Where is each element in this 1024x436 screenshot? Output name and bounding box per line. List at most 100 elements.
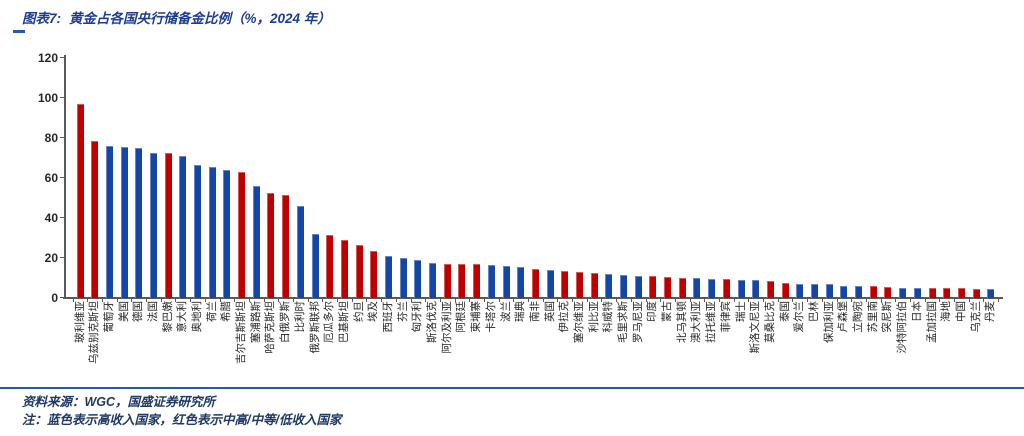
chart-bar [384, 255, 392, 298]
y-tick-label: 100 [37, 90, 58, 105]
x-axis-tick [895, 298, 897, 302]
x-axis-tick [763, 298, 765, 302]
x-axis-tick [234, 298, 236, 302]
y-axis-line [64, 55, 66, 298]
x-category-label: 乌克兰 [969, 301, 982, 333]
y-axis-tick [60, 177, 65, 179]
x-axis-tick [601, 298, 603, 302]
x-category-label: 爱尔兰 [793, 301, 806, 333]
figure-title-row: 图表7: 黄金占各国央行储备金比例（%，2024 年） [22, 7, 331, 27]
x-axis-tick [72, 298, 74, 302]
x-axis-tick [116, 298, 118, 302]
x-category-label: 菲律宾 [719, 301, 732, 333]
y-axis-tick [60, 137, 65, 139]
x-category-label: 阿尔及利亚 [440, 301, 453, 354]
x-category-label: 沙特阿拉伯 [896, 301, 909, 354]
x-category-label: 泰国 [778, 301, 791, 322]
footer-divider [0, 387, 1024, 389]
chart-bar [120, 146, 128, 298]
x-category-label: 苏里南 [866, 301, 879, 333]
x-axis-tick [733, 298, 735, 302]
x-category-label: 俄罗斯联邦 [308, 301, 321, 354]
x-axis-tick [293, 298, 294, 302]
x-category-label: 巴林 [808, 301, 820, 322]
x-category-label: 丹麦 [984, 301, 997, 322]
x-category-label: 孟加拉国 [925, 301, 938, 343]
x-axis-tick [381, 298, 383, 302]
x-axis-tick [821, 298, 823, 302]
x-axis-tick [807, 298, 809, 302]
chart-bar [458, 263, 466, 298]
x-category-label: 法国 [146, 301, 159, 322]
chart-bar [267, 192, 275, 298]
chart-bar [252, 185, 260, 298]
y-tick-label: 40 [44, 210, 58, 225]
y-tick-label: 20 [44, 250, 58, 265]
chart-bar [855, 285, 863, 298]
x-category-label: 伊拉克 [558, 301, 571, 333]
x-axis-tick [616, 298, 618, 302]
x-axis-tick [572, 298, 574, 302]
x-category-label: 塞浦路斯 [249, 301, 262, 343]
x-axis-tick [322, 298, 324, 302]
y-axis-tick [60, 57, 65, 59]
x-axis-tick [204, 298, 206, 302]
x-category-label: 日本 [910, 301, 923, 322]
x-category-label: 哈萨克斯坦 [264, 301, 277, 354]
x-axis-tick [175, 298, 177, 302]
x-axis-tick [851, 298, 853, 302]
x-axis-tick [366, 298, 368, 302]
x-category-label: 玻利维亚 [73, 301, 86, 343]
x-category-label: 科威特 [602, 301, 615, 333]
x-axis-tick [410, 298, 412, 302]
x-category-label: 毛里求斯 [617, 301, 630, 343]
x-category-label: 西班牙 [381, 301, 394, 333]
x-axis-tick [865, 298, 867, 302]
chart-bar [649, 275, 657, 298]
chart-bar [135, 147, 143, 298]
y-tick-label: 120 [37, 50, 58, 65]
x-category-label: 突尼斯 [881, 301, 894, 333]
legend-note-text: 注：蓝色表示高收入国家，红色表示中高/中等/低收入国家 [22, 413, 342, 427]
chart-bar [502, 265, 510, 298]
chart-bar [149, 152, 157, 298]
chart-bar [987, 288, 995, 298]
chart-bar [722, 278, 730, 298]
x-axis-tick [645, 298, 647, 302]
x-category-label: 利比亚 [587, 301, 600, 333]
chart-bar [913, 287, 921, 298]
x-category-label: 蒙古 [661, 301, 674, 322]
chart-bar [296, 205, 304, 298]
x-category-label: 巴基斯坦 [337, 301, 350, 343]
x-category-label: 芬兰 [396, 301, 409, 322]
x-category-label: 卢森堡 [837, 301, 850, 333]
x-axis-tick [351, 298, 353, 302]
chart-bar [179, 155, 187, 298]
x-category-label: 黎巴嫩 [161, 301, 174, 333]
chart-bar [737, 279, 745, 298]
x-axis-tick [131, 298, 133, 302]
x-axis-tick [102, 298, 104, 302]
chart-bar [605, 273, 613, 298]
x-axis-tick [513, 298, 515, 302]
chart-bar [443, 263, 451, 298]
x-axis-line [63, 297, 1003, 299]
x-axis-tick [880, 298, 882, 302]
chart-bar [884, 286, 892, 298]
chart-bar [414, 259, 422, 298]
chart-bar [355, 244, 363, 298]
chart-bar [766, 280, 774, 298]
x-axis-tick [704, 298, 706, 302]
figure-label: 图表7: [22, 11, 62, 26]
chart-bar [91, 140, 99, 298]
chart-bar [781, 282, 789, 298]
chart-bar [928, 287, 936, 298]
x-axis-tick [146, 298, 148, 302]
y-axis-tick [60, 217, 65, 219]
x-category-label: 瑞典 [514, 301, 527, 322]
chart-bar [76, 103, 84, 298]
chart-bar [575, 271, 583, 298]
x-axis-tick [439, 298, 441, 302]
x-axis-tick [909, 298, 911, 302]
